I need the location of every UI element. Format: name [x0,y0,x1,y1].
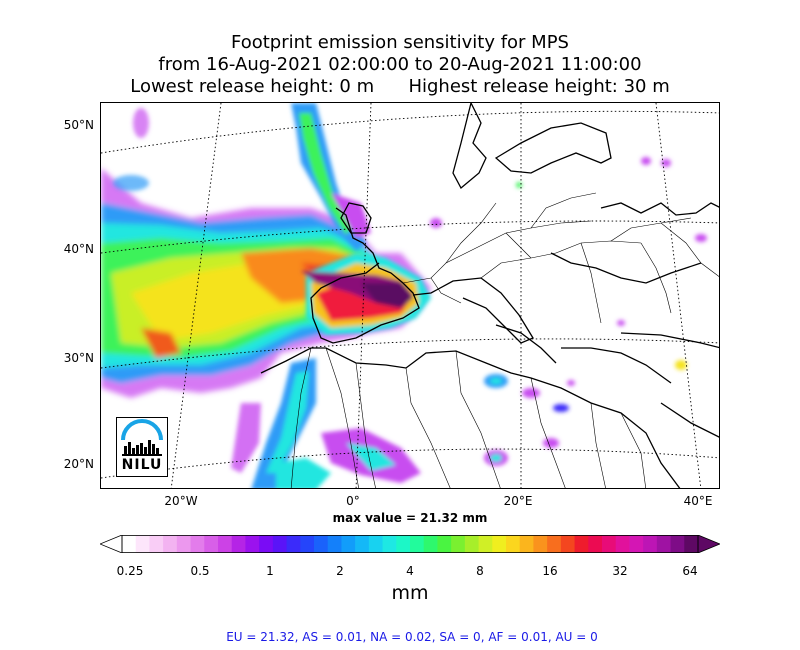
colorbar-swatch [259,535,274,553]
colorbar-tick-label: 64 [682,564,698,578]
colorbar-swatch [643,535,658,553]
colorbar-extend-max [697,535,720,553]
plot-title-line2: from 16-Aug-2021 02:00:00 to 20-Aug-2021… [158,54,642,75]
colorbar-swatch [245,535,260,553]
colorbar-swatch [656,535,672,553]
nilu-logo-text: NILU [121,457,163,473]
colorbar-swatch [396,535,411,553]
colorbar-swatch [451,535,466,553]
scattered-blobs [113,108,707,466]
colorbar-tick-label: 8 [476,564,484,578]
colorbar-tick-label: 16 [542,564,558,578]
colorbar-swatch [149,535,164,553]
colorbar-swatch [163,535,178,553]
nilu-logo-mark [121,419,163,456]
colorbar-outline [121,535,699,553]
colorbar-tick-label: 1 [266,564,274,578]
colorbar-swatch [602,535,617,553]
colorbar-swatch [670,535,685,553]
colorbar-swatch [547,535,562,553]
colorbar-swatch [327,535,342,553]
coastlines [260,103,719,488]
footprint-map [101,103,719,488]
colorbar-swatch [218,535,233,553]
colorbar-swatch [519,535,534,553]
colorbar-swatch [231,535,246,553]
graticule [101,103,719,488]
country-borders [290,192,719,488]
colorbar-swatch [464,535,480,553]
region-totals: EU = 21.32, AS = 0.01, NA = 0.02, SA = 0… [226,630,598,644]
lat-label-30n: 30°N [63,351,94,365]
lat-label-40n: 40°N [63,242,94,256]
colorbar-swatch [300,535,315,553]
colorbar [100,535,720,553]
colorbar-swatch [135,535,150,553]
colorbar-swatch [204,535,219,553]
lon-label-20e: 20°E [503,494,533,508]
colorbar-swatch [190,535,205,553]
hotspot-iberia [301,253,431,335]
lon-label-20w: 20°W [164,494,198,508]
colorbar-tick-label: 2 [336,564,344,578]
colorbar-swatch [272,535,288,553]
map-panel [100,102,720,489]
nilu-logo: NILU [116,417,168,477]
colorbar-tick-label: 0.25 [116,564,144,578]
colorbar-swatch [629,535,644,553]
colorbar-swatch [341,535,356,553]
colorbar-unit: mm [391,582,429,604]
lat-label-20n: 20°N [63,457,94,471]
colorbar-swatch [684,535,699,553]
plume-north-arm [291,103,371,251]
plot-title-line3: Lowest release height: 0 m Highest relea… [130,76,670,97]
colorbar-swatch [588,535,603,553]
colorbar-tick-label: 4 [406,564,414,578]
colorbar-swatch [560,535,576,553]
colorbar-swatch [574,535,589,553]
lon-label-0: 0° [346,494,360,508]
colorbar-swatch [382,535,397,553]
colorbar-swatch [122,535,137,553]
colorbar-swatch [533,535,548,553]
colorbar-swatch [478,535,493,553]
plume-africa-coast [231,358,421,488]
colorbar-swatch [506,535,521,553]
colorbar-swatch [437,535,452,553]
lat-label-50n: 50°N [63,118,94,132]
colorbar-swatch [176,535,192,553]
colorbar-swatch [314,535,329,553]
colorbar-tick-label: 32 [612,564,628,578]
max-value-label: max value = 21.32 mm [332,511,488,525]
colorbar-swatch [423,535,438,553]
colorbar-extend-min [100,535,123,553]
plot-title-line1: Footprint emission sensitivity for MPS [231,32,569,53]
colorbar-swatch [355,535,370,553]
colorbar-tick-label: 0.5 [190,564,210,578]
colorbar-swatch [410,535,425,553]
colorbar-swatch [368,535,384,553]
colorbar-swatch [286,535,301,553]
lon-label-40e: 40°E [683,494,713,508]
colorbar-swatch [615,535,630,553]
colorbar-swatch [492,535,507,553]
